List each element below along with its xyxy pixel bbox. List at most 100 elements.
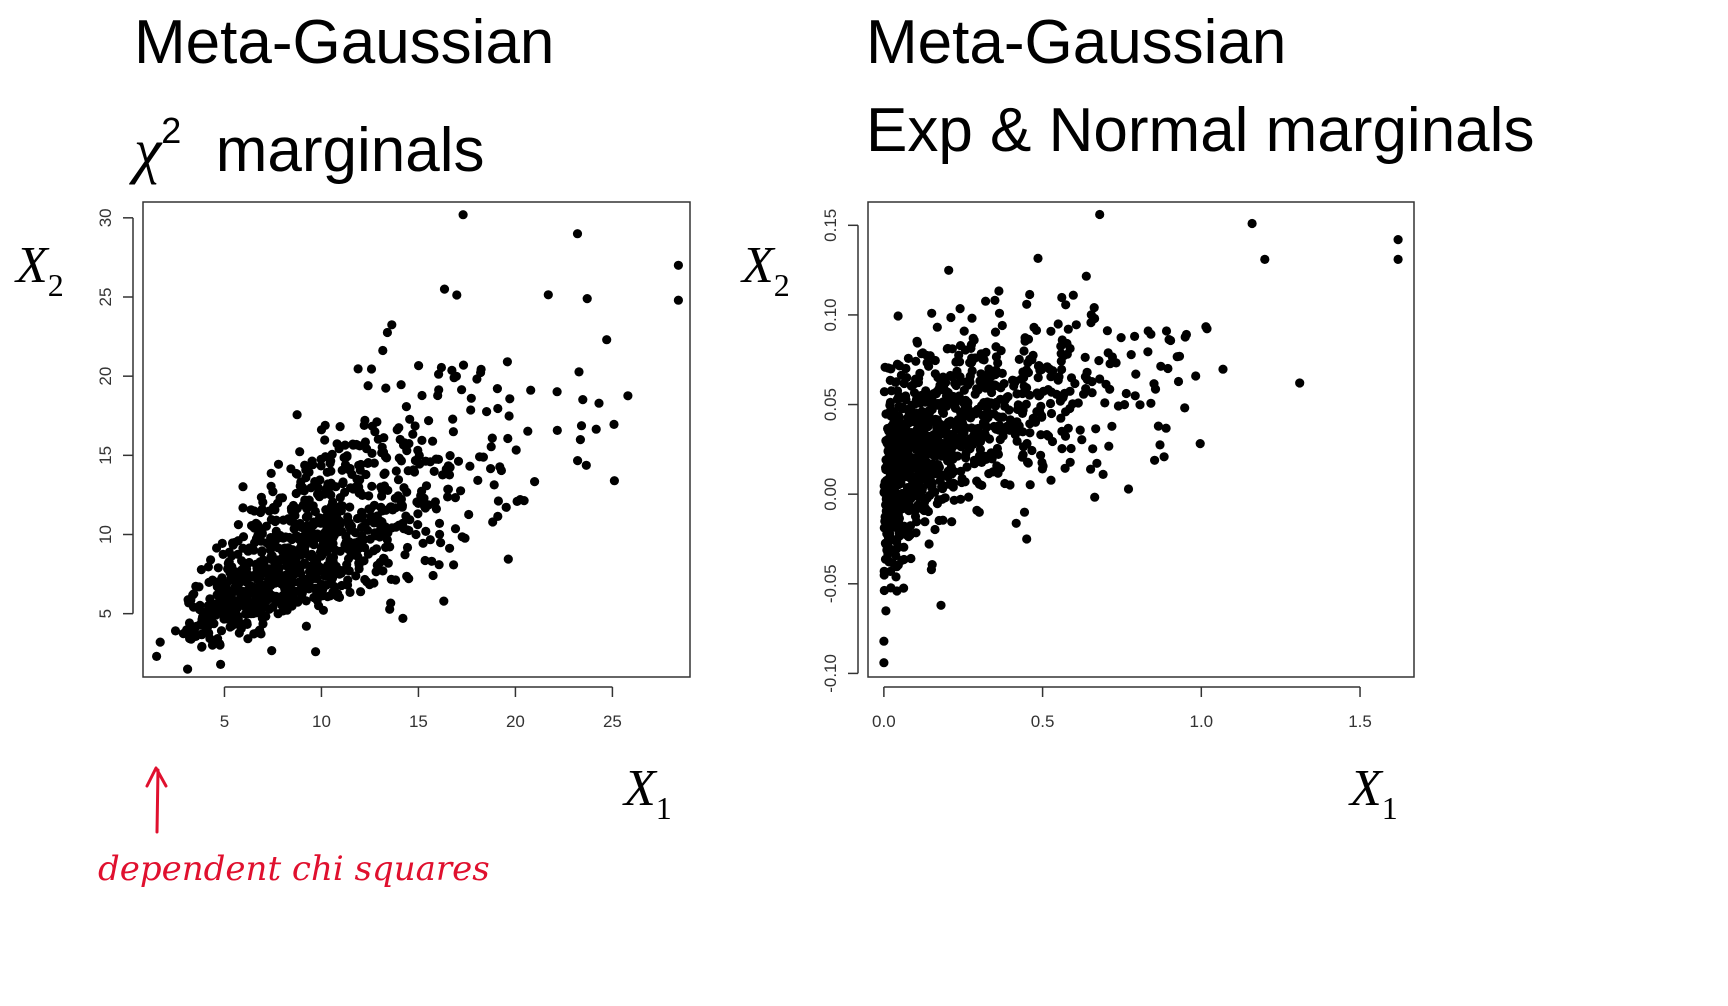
data-point bbox=[907, 479, 918, 489]
data-point bbox=[1086, 310, 1096, 320]
data-point bbox=[409, 467, 420, 477]
data-point bbox=[1161, 423, 1171, 433]
data-point bbox=[881, 539, 891, 549]
data-point bbox=[296, 568, 306, 579]
data-point bbox=[230, 581, 240, 591]
data-point bbox=[301, 596, 311, 606]
data-point bbox=[401, 511, 411, 521]
data-point bbox=[881, 554, 891, 564]
data-point bbox=[942, 435, 953, 446]
data-point bbox=[975, 376, 985, 386]
data-point bbox=[972, 384, 982, 394]
data-point bbox=[886, 425, 896, 435]
data-point bbox=[434, 560, 444, 570]
data-point bbox=[1057, 335, 1067, 345]
data-point bbox=[979, 355, 989, 365]
data-point bbox=[1087, 377, 1097, 387]
data-point bbox=[428, 570, 438, 581]
data-point bbox=[1046, 326, 1056, 336]
data-point bbox=[466, 405, 476, 415]
data-point bbox=[1053, 319, 1063, 329]
data-point bbox=[289, 524, 299, 534]
data-point bbox=[316, 566, 326, 576]
data-point bbox=[371, 544, 382, 554]
data-point bbox=[310, 556, 320, 566]
data-point bbox=[903, 413, 913, 423]
data-point bbox=[379, 469, 389, 479]
data-point bbox=[304, 567, 315, 577]
data-point bbox=[581, 460, 591, 470]
data-point bbox=[321, 505, 331, 515]
data-point bbox=[964, 492, 974, 502]
data-point bbox=[486, 442, 496, 452]
data-point bbox=[419, 493, 429, 503]
data-point bbox=[439, 596, 449, 606]
data-point bbox=[372, 417, 382, 427]
data-point bbox=[411, 529, 421, 540]
data-point bbox=[1155, 440, 1165, 450]
data-point bbox=[922, 358, 932, 368]
data-point bbox=[238, 482, 248, 492]
data-point bbox=[396, 380, 406, 390]
data-point bbox=[297, 588, 307, 598]
x-tick-label: 0.5 bbox=[1031, 712, 1055, 731]
data-point bbox=[1017, 452, 1027, 462]
data-point bbox=[1090, 492, 1100, 502]
data-point bbox=[928, 487, 938, 497]
data-point bbox=[339, 453, 349, 463]
data-point bbox=[435, 529, 445, 540]
data-point bbox=[326, 531, 337, 541]
data-point bbox=[209, 619, 219, 629]
data-point bbox=[369, 500, 379, 510]
data-point bbox=[155, 637, 165, 647]
data-point bbox=[391, 466, 401, 476]
data-point bbox=[1393, 254, 1403, 264]
data-point bbox=[1065, 457, 1075, 467]
data-point bbox=[883, 446, 893, 456]
data-point bbox=[178, 629, 188, 639]
data-point bbox=[881, 409, 891, 419]
data-point bbox=[295, 447, 305, 457]
data-point bbox=[993, 358, 1003, 368]
data-point bbox=[1009, 376, 1019, 386]
data-point bbox=[957, 435, 967, 445]
data-point bbox=[301, 512, 311, 522]
data-point bbox=[994, 425, 1004, 435]
data-point bbox=[503, 433, 513, 444]
data-point bbox=[228, 540, 238, 550]
data-point bbox=[984, 434, 995, 444]
data-point bbox=[313, 489, 323, 499]
data-point bbox=[1146, 398, 1156, 408]
x-tick-label: 1.0 bbox=[1189, 712, 1213, 731]
data-point bbox=[402, 446, 412, 456]
data-point bbox=[967, 313, 977, 323]
data-point bbox=[292, 469, 302, 479]
data-point bbox=[1191, 371, 1201, 381]
data-point bbox=[578, 395, 588, 405]
data-point bbox=[227, 562, 237, 572]
data-point bbox=[896, 478, 906, 488]
data-point bbox=[363, 458, 373, 468]
data-point bbox=[1107, 352, 1117, 362]
data-point bbox=[914, 457, 924, 468]
data-point bbox=[947, 517, 957, 527]
data-point bbox=[421, 526, 431, 537]
data-point bbox=[492, 384, 502, 394]
data-point bbox=[298, 483, 308, 493]
data-point bbox=[360, 415, 370, 425]
data-point bbox=[1143, 326, 1153, 336]
data-point bbox=[236, 570, 246, 580]
data-point bbox=[1161, 326, 1172, 336]
data-point bbox=[910, 428, 920, 438]
data-point bbox=[1012, 389, 1022, 399]
data-point bbox=[892, 515, 902, 525]
data-point bbox=[311, 647, 321, 657]
data-point bbox=[429, 466, 439, 476]
data-point bbox=[932, 423, 942, 433]
data-point bbox=[450, 493, 460, 503]
data-point bbox=[1153, 421, 1163, 431]
data-point bbox=[594, 398, 604, 408]
data-point bbox=[448, 414, 458, 424]
data-point bbox=[1057, 444, 1067, 454]
data-point bbox=[1036, 401, 1046, 411]
